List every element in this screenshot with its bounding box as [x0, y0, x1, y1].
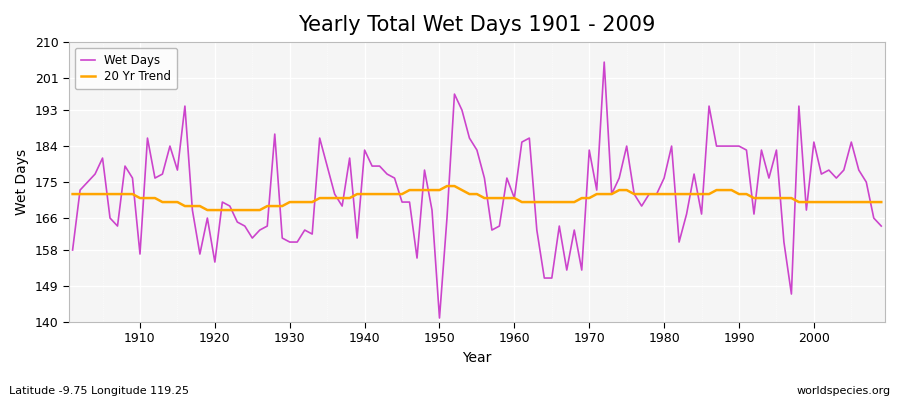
Wet Days: [614, 176, 625, 180]
Text: Latitude -9.75 Longitude 119.25: Latitude -9.75 Longitude 119.25: [9, 386, 189, 396]
20 Yr Trend: [68, 192, 78, 196]
Wet Days: [509, 196, 520, 200]
20 Yr Trend: [202, 208, 212, 212]
Wet Days: [68, 248, 78, 252]
Wet Days: [292, 240, 302, 244]
20 Yr Trend: [876, 200, 886, 204]
Y-axis label: Wet Days: Wet Days: [15, 149, 29, 215]
Wet Days: [876, 224, 886, 228]
20 Yr Trend: [517, 200, 527, 204]
Wet Days: [127, 176, 138, 180]
20 Yr Trend: [300, 200, 310, 204]
Wet Days: [517, 140, 527, 144]
20 Yr Trend: [614, 188, 625, 192]
Wet Days: [337, 204, 347, 208]
Legend: Wet Days, 20 Yr Trend: Wet Days, 20 Yr Trend: [75, 48, 177, 89]
20 Yr Trend: [127, 192, 138, 196]
20 Yr Trend: [442, 184, 453, 188]
Line: Wet Days: Wet Days: [73, 62, 881, 318]
Wet Days: [434, 316, 445, 320]
20 Yr Trend: [344, 196, 355, 200]
Text: worldspecies.org: worldspecies.org: [796, 386, 891, 396]
X-axis label: Year: Year: [463, 351, 491, 365]
Title: Yearly Total Wet Days 1901 - 2009: Yearly Total Wet Days 1901 - 2009: [298, 15, 655, 35]
20 Yr Trend: [524, 200, 535, 204]
Line: 20 Yr Trend: 20 Yr Trend: [73, 186, 881, 210]
Wet Days: [598, 60, 609, 64]
